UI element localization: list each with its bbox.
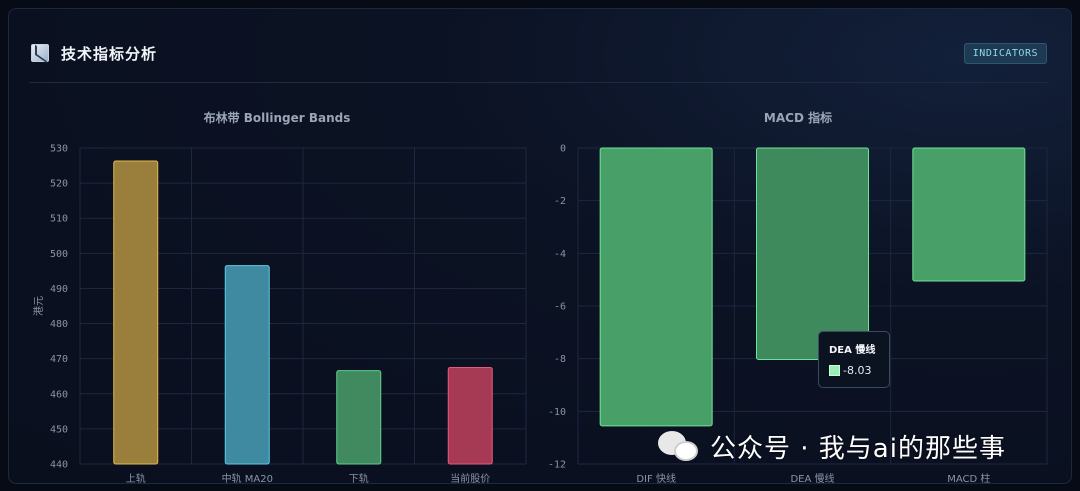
- tooltip-value: -8.03: [843, 364, 872, 377]
- tooltip-row: -8.03: [829, 364, 879, 377]
- x-tick-0-2: 下轨: [349, 472, 369, 485]
- y-tick-1: -2: [554, 196, 566, 207]
- bar-1-2: [912, 147, 1026, 282]
- card-header: 技术指标分析 INDICATORS: [29, 35, 1047, 71]
- x-tick-0-3: 当前股价: [450, 472, 490, 485]
- y-tick-1: -4: [554, 249, 566, 260]
- wechat-icon: [656, 429, 702, 463]
- watermark: 公众号 · 我与ai的那些事: [656, 424, 1006, 468]
- x-tick-1-2: MACD 柱: [947, 472, 990, 485]
- y-axis-label-0: 港元: [33, 296, 45, 316]
- chart-icon: [31, 44, 49, 62]
- watermark-text: 公众号 · 我与ai的那些事: [710, 433, 1006, 464]
- chart-title-0: 布林带 Bollinger Bands: [204, 110, 351, 125]
- y-tick-0: 460: [50, 389, 68, 400]
- card-title: 技术指标分析: [61, 44, 158, 63]
- indicator-card: 技术指标分析 INDICATORS: [8, 8, 1072, 484]
- x-tick-1-0: DIF 快线: [636, 472, 676, 485]
- x-tick-0-0: 上轨: [126, 472, 146, 485]
- macd-tooltip: DEA 慢线 -8.03: [818, 331, 890, 388]
- y-tick-0: 450: [50, 424, 68, 435]
- header-divider: [29, 82, 1047, 83]
- bar-0-2: [336, 370, 382, 465]
- y-tick-0: 520: [50, 179, 68, 190]
- chart-title-1: MACD 指标: [764, 110, 832, 125]
- bar-0-3: [447, 366, 493, 465]
- y-tick-0: 440: [50, 460, 68, 471]
- bar-1-0: [599, 147, 713, 427]
- tooltip-swatch: [829, 365, 840, 376]
- y-tick-0: 530: [50, 144, 68, 155]
- y-tick-1: 0: [560, 144, 566, 155]
- y-tick-1: -12: [548, 460, 566, 471]
- y-tick-1: -6: [554, 302, 566, 313]
- bar-0-1: [224, 265, 270, 465]
- indicators-badge: INDICATORS: [963, 42, 1047, 64]
- y-tick-1: -10: [548, 407, 566, 418]
- y-tick-1: -8: [554, 354, 566, 365]
- bar-1-1: [756, 147, 869, 360]
- y-tick-0: 510: [50, 214, 68, 225]
- bar-0-0: [113, 160, 159, 465]
- y-tick-0: 480: [50, 319, 68, 330]
- x-tick-1-1: DEA 慢线: [790, 472, 834, 485]
- y-tick-0: 490: [50, 284, 68, 295]
- tooltip-title: DEA 慢线: [829, 345, 876, 356]
- x-tick-0-1: 中轨 MA20: [222, 472, 273, 485]
- y-tick-0: 500: [50, 249, 68, 260]
- y-tick-0: 470: [50, 354, 68, 365]
- title-wrap: 技术指标分析: [29, 43, 157, 64]
